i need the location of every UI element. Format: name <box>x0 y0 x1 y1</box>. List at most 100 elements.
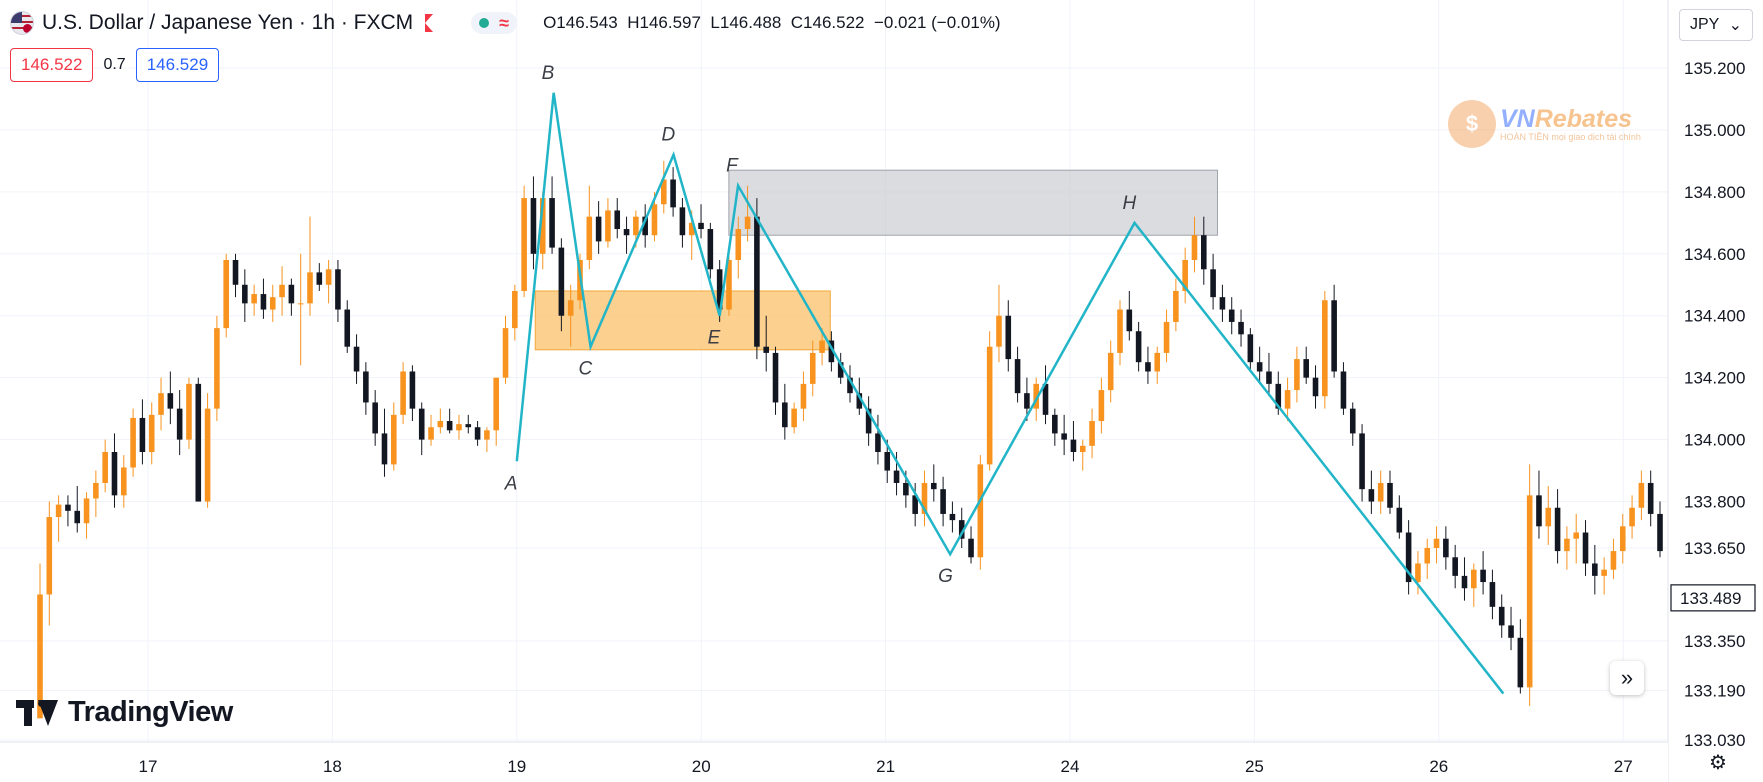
candle-body <box>1219 297 1226 310</box>
candle-body <box>232 260 239 285</box>
candle-body <box>958 520 965 539</box>
time-axis[interactable]: 17 18 19 20 21 24 25 26 27 <box>0 741 1668 782</box>
candle-body <box>465 424 472 428</box>
candle-body <box>558 247 565 316</box>
candle-body <box>828 340 835 363</box>
candle-body <box>1312 377 1319 397</box>
candle-body <box>195 383 202 502</box>
time-tick-label: 24 <box>1061 757 1080 776</box>
candle-body <box>1117 309 1123 353</box>
candle-body <box>83 498 90 524</box>
candle-body <box>1610 551 1617 570</box>
flag-marker-icon[interactable] <box>425 14 434 32</box>
time-tick-label: 25 <box>1245 757 1264 776</box>
market-status[interactable]: ≈ <box>471 12 518 34</box>
open-value: 146.543 <box>556 13 618 32</box>
candle-body <box>1647 482 1654 514</box>
candle-body <box>1098 390 1105 422</box>
candle-body <box>1368 489 1375 502</box>
candle-body <box>381 433 388 465</box>
candle-body <box>344 309 351 347</box>
candle-body <box>1526 495 1533 688</box>
candle-body <box>437 421 444 428</box>
candle-body <box>1498 606 1505 626</box>
tradingview-logo-text: TradingView <box>68 696 233 728</box>
candle-body <box>633 216 639 236</box>
candle-body <box>1089 421 1095 446</box>
candle-body <box>1135 331 1142 363</box>
candle-body <box>726 260 732 310</box>
candle-body <box>940 489 946 514</box>
scroll-to-realtime-button[interactable]: » <box>1610 661 1644 695</box>
candle-body <box>800 383 807 409</box>
candle-body <box>539 198 546 254</box>
candle-body <box>623 229 630 236</box>
symbol-title[interactable]: U.S. Dollar / Japanese Yen · 1h · FXCM <box>42 11 414 34</box>
candle-body <box>474 427 481 440</box>
market-open-icon <box>479 18 490 28</box>
candle-body <box>716 269 723 310</box>
candle-body <box>456 424 462 431</box>
candle-body <box>735 229 742 260</box>
harmonic-pattern: A B C D E F G H <box>504 63 1505 695</box>
ohlc-values: O146.543 H146.597 L146.488 C146.522 −0.0… <box>543 13 1001 33</box>
pattern-label-h: H <box>1123 193 1137 214</box>
candle-body <box>363 371 369 403</box>
currency-selector[interactable]: JPY ⌄ <box>1679 9 1753 41</box>
candle-body <box>893 470 900 483</box>
sell-button[interactable]: 146.522 <box>10 48 94 82</box>
candle-body <box>903 482 909 496</box>
candle-body <box>1545 507 1552 527</box>
candle-body <box>1042 383 1049 415</box>
candle-body <box>1517 637 1524 688</box>
candle-body <box>1508 625 1514 638</box>
candle-body <box>493 377 499 431</box>
candle-body <box>1238 321 1244 335</box>
candle-body <box>688 222 695 236</box>
candle-body <box>1657 513 1663 552</box>
gear-icon[interactable]: ⚙ <box>1709 751 1727 774</box>
candle-body <box>1182 260 1188 291</box>
price-axis[interactable]: 135.200 135.000 134.800 134.600 134.400 134.2… <box>1667 0 1763 782</box>
candle-body <box>167 393 174 409</box>
candle-body <box>772 352 779 403</box>
delayed-data-icon: ≈ <box>499 13 510 33</box>
candle-body <box>269 297 276 310</box>
buy-button[interactable]: 146.529 <box>135 48 220 82</box>
price-tick-label: 134.400 <box>1684 307 1745 326</box>
supply-zone <box>728 169 1219 236</box>
candle-body <box>214 328 220 409</box>
candle-body <box>121 467 127 496</box>
candle-body <box>1377 482 1384 502</box>
candle-body <box>856 393 863 409</box>
candle-body <box>754 216 760 347</box>
candle-body <box>446 421 453 431</box>
candle-body <box>698 222 704 230</box>
price-tick-label: 135.200 <box>1684 59 1745 78</box>
candle-body <box>1145 362 1151 372</box>
candle-body <box>307 272 313 304</box>
price-tick-label: 134.600 <box>1684 245 1745 264</box>
candle-body <box>1061 433 1067 440</box>
candle-body <box>595 216 602 242</box>
pattern-label-f: F <box>726 156 739 177</box>
candle-body <box>1405 532 1412 583</box>
time-tick-label: 27 <box>1614 757 1633 776</box>
tradingview-logo[interactable]: TradingView <box>16 696 233 729</box>
candle-body <box>1415 563 1421 583</box>
candle-body <box>865 408 872 434</box>
candle-body <box>968 538 974 558</box>
pattern-label-a: A <box>504 473 518 494</box>
price-tick-label: 135.000 <box>1684 121 1745 140</box>
candle-body <box>1154 352 1161 372</box>
candlesticks <box>37 160 1663 719</box>
candle-body <box>1619 526 1626 552</box>
open-label: O <box>543 13 557 32</box>
candle-body <box>297 303 304 305</box>
price-tick-label: 133.030 <box>1684 731 1745 750</box>
candle-body <box>707 229 714 270</box>
candle-body <box>1201 235 1207 270</box>
time-tick-label: 18 <box>323 757 342 776</box>
candle-body <box>782 402 788 428</box>
